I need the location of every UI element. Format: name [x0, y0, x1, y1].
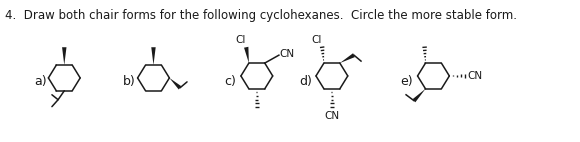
- Text: CN: CN: [324, 111, 339, 121]
- Text: b): b): [122, 75, 135, 88]
- Text: Cl: Cl: [311, 35, 321, 45]
- Text: c): c): [224, 75, 236, 88]
- Polygon shape: [151, 47, 155, 65]
- Polygon shape: [169, 78, 181, 89]
- Text: a): a): [34, 75, 47, 88]
- Text: 4.  Draw both chair forms for the following cyclohexanes.  Circle the more stabl: 4. Draw both chair forms for the followi…: [5, 9, 517, 22]
- Polygon shape: [413, 89, 426, 102]
- Text: e): e): [400, 75, 412, 88]
- Text: Cl: Cl: [235, 35, 245, 45]
- Text: CN: CN: [467, 71, 482, 81]
- Polygon shape: [62, 47, 67, 65]
- Text: d): d): [299, 75, 312, 88]
- Polygon shape: [340, 53, 355, 63]
- Polygon shape: [244, 47, 249, 63]
- Text: CN: CN: [280, 49, 295, 59]
